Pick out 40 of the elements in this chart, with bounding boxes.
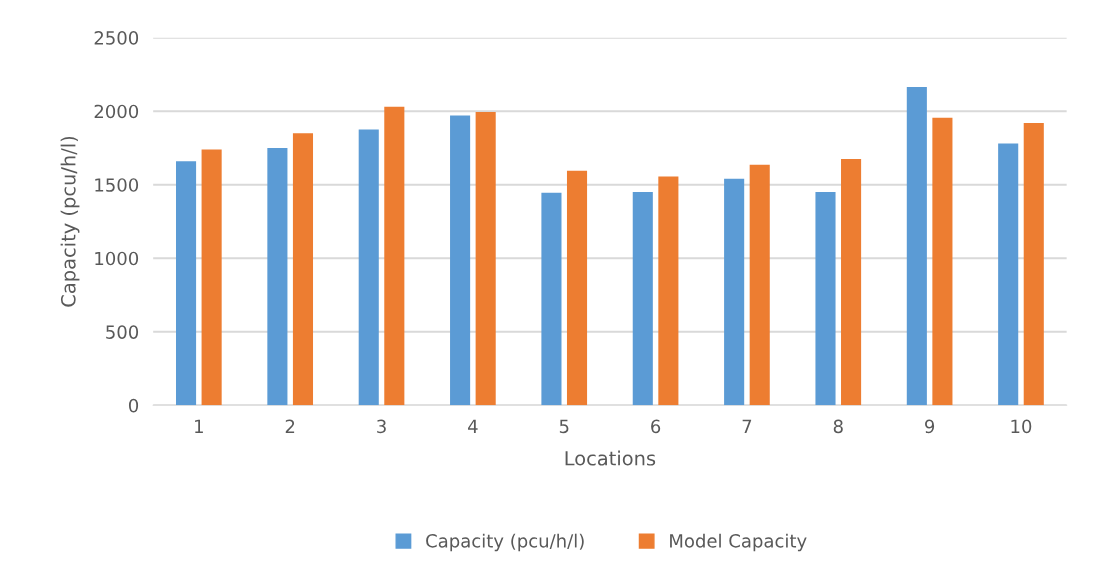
y-tick-label: 1000 (95, 251, 139, 266)
x-tick-label: 7 (742, 419, 752, 433)
bar (201, 149, 222, 406)
bar (267, 147, 288, 406)
bar (932, 117, 953, 406)
x-tick-label: 6 (651, 419, 661, 434)
bar (749, 164, 770, 406)
x-tick-label: 10 (1011, 419, 1032, 434)
bar (384, 106, 405, 406)
bar (292, 133, 314, 406)
x-tick-label: 3 (377, 419, 386, 434)
x-tick-label: 2 (285, 419, 295, 433)
y-tick-label: 1500 (95, 178, 139, 192)
x-axis-title: Locations (565, 450, 656, 466)
bar (566, 170, 588, 406)
legend-label: Capacity (pcu/h/l) (426, 533, 584, 552)
bar (358, 129, 379, 406)
bar (475, 111, 496, 406)
bar (906, 86, 927, 406)
legend-label: Model Capacity (670, 533, 807, 552)
bar (632, 192, 653, 406)
y-axis-title: Capacity (pcu/h/l) (60, 136, 80, 307)
bar (658, 176, 679, 406)
bar (724, 178, 745, 406)
bar (841, 158, 862, 406)
y-tick-label: 2500 (94, 31, 139, 45)
x-tick-label: 9 (925, 419, 935, 434)
x-tick-label: 8 (833, 419, 843, 434)
bar (1023, 122, 1044, 406)
bar (541, 192, 562, 406)
bar (998, 143, 1019, 406)
x-tick-label: 4 (468, 419, 478, 433)
y-tick-label: 0 (128, 398, 139, 413)
bar (176, 161, 197, 406)
y-tick-label: 2000 (94, 104, 139, 119)
x-tick-label: 5 (559, 419, 569, 434)
bar (815, 192, 836, 406)
x-tick-label: 1 (195, 419, 203, 433)
bar (450, 115, 471, 406)
y-tick-label: 500 (106, 325, 139, 339)
